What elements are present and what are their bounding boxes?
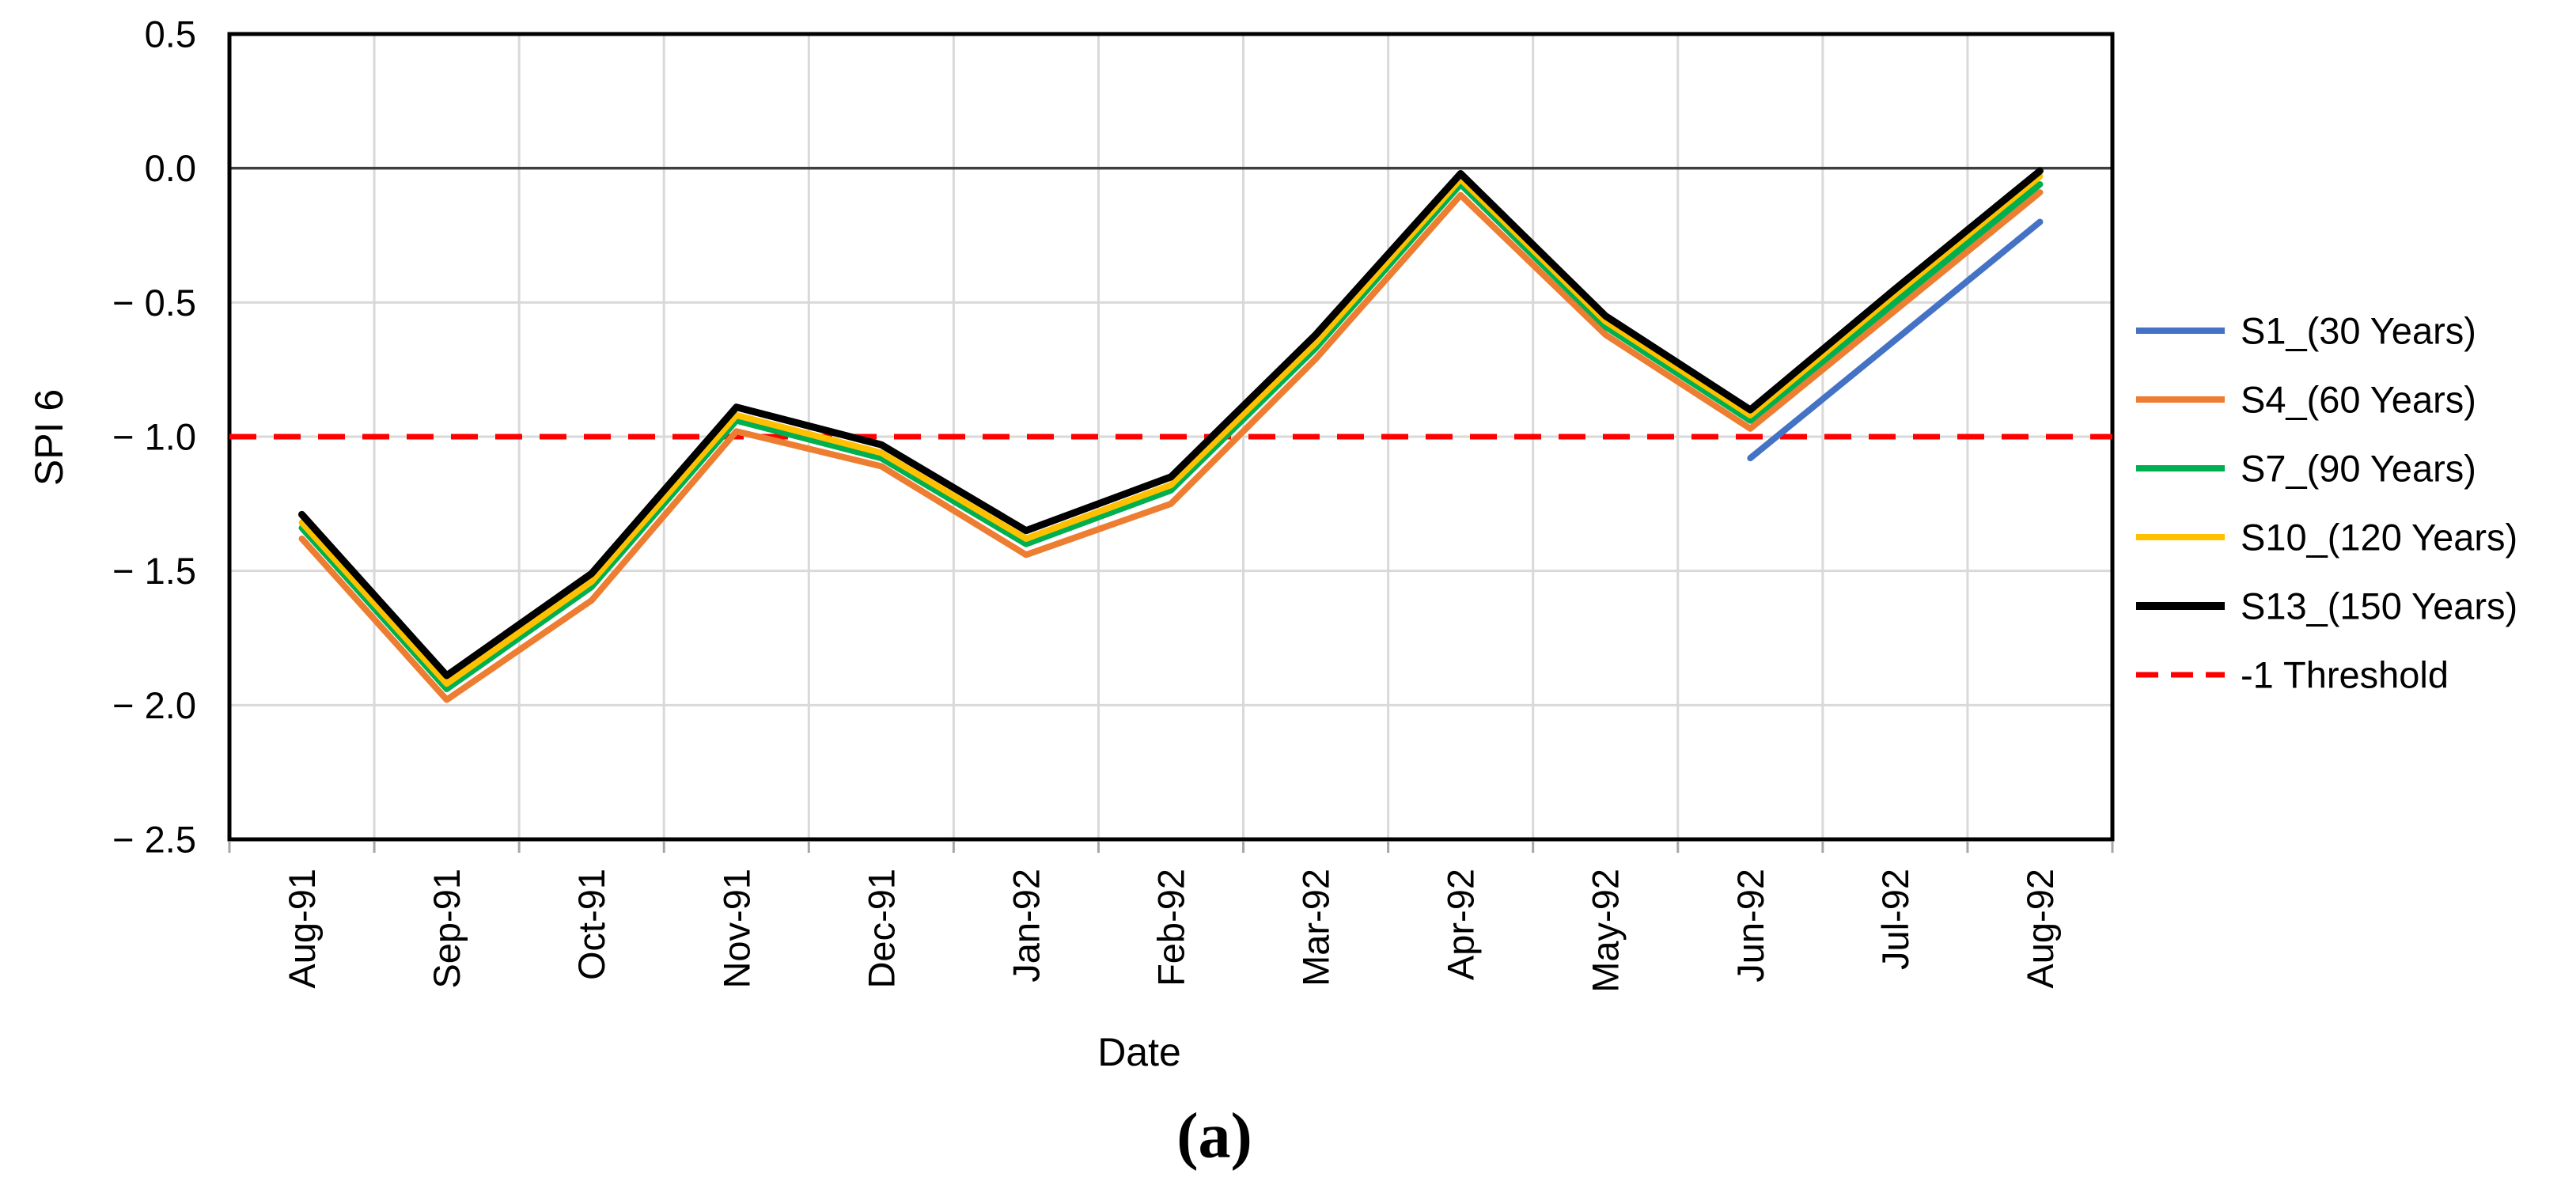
legend-item-S13_(150 Years): S13_(150 Years) [2136,585,2517,627]
legend-label: S13_(150 Years) [2241,585,2517,627]
x-tick-label: Aug-91 [281,869,323,989]
legend-label: S10_(120 Years) [2241,517,2517,559]
x-tick-label: Apr-92 [1440,869,1482,980]
series-line-S4_(60 Years) [298,189,2044,703]
y-tick-label: − 0.5 [112,282,196,324]
legend: S1_(30 Years) S4_(60 Years) S7_(90 Years) S… [2136,310,2517,696]
legend-label: S1_(30 Years) [2241,310,2476,352]
y-tick-label: − 1.5 [112,550,196,592]
legend-label: S7_(90 Years) [2241,448,2476,490]
legend-item-S10_(120 Years): S10_(120 Years) [2136,517,2517,559]
series-line-S7_(90 Years) [298,181,2044,692]
series-line-S13_(150 Years) [298,167,2044,680]
x-tick-label: Oct-91 [570,869,612,980]
gridlines [228,34,2114,853]
x-axis-title: Date [1097,1030,1181,1074]
x-tick-label: Jun-92 [1729,869,1771,983]
legend-label: S4_(60 Years) [2241,379,2476,421]
tick-labels: 0.5 0.0 − 0.5 − 1.0 − 1.5 − 2.0 − 2.5 Aug-91 Sep… [112,13,2061,993]
x-tick-label: May-92 [1585,869,1627,993]
x-tick-label: Dec-91 [860,869,902,989]
y-axis-title: SPI 6 [27,389,71,486]
y-tick-label: 0.5 [145,13,196,55]
x-tick-label: Jul-92 [1874,869,1916,970]
legend-label: -1 Threshold [2241,654,2449,696]
x-tick-label: Aug-92 [2019,869,2061,989]
y-tick-label: − 2.5 [112,819,196,861]
x-tick-label: Nov-91 [715,869,757,989]
legend-item--1 Threshold: -1 Threshold [2136,654,2449,696]
y-tick-label: − 2.0 [112,684,196,726]
series-line-S1_(30 Years) [1747,218,2044,462]
x-tick-label: Feb-92 [1150,869,1192,986]
legend-item-S4_(60 Years): S4_(60 Years) [2136,379,2476,421]
x-tick-label: Jan-92 [1005,869,1047,983]
legend-item-S1_(30 Years): S1_(30 Years) [2136,310,2476,352]
series-line-S10_(120 Years) [298,172,2044,687]
series-lines [229,167,2112,703]
figure-caption: (a) [1176,1100,1252,1172]
x-tick-label: Sep-91 [426,869,468,989]
y-tick-label: − 1.0 [112,416,196,458]
y-tick-label: 0.0 [145,147,196,189]
x-tick-label: Mar-92 [1295,869,1337,986]
legend-item-S7_(90 Years): S7_(90 Years) [2136,448,2476,490]
